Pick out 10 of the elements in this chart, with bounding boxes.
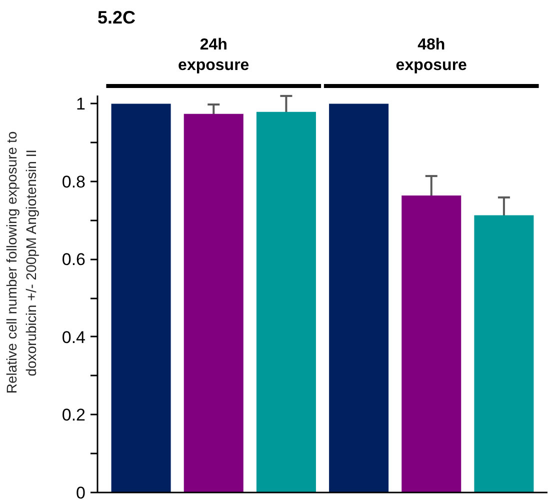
y-tick-label: 0.8 — [62, 172, 86, 192]
chart-title: 5.2C — [98, 8, 136, 28]
y-tick-label: 0.2 — [62, 406, 86, 425]
y-tick-label: 0 — [76, 484, 86, 500]
y-axis-title: Relative cell number following exposure to doxorubicin +/- 200pM Angiotensin II — [4, 131, 39, 394]
y-tick-label: 0.6 — [62, 250, 86, 270]
y-tick-label: 0.4 — [62, 328, 86, 347]
text: 24h exposure — [178, 36, 250, 74]
text: 48h exposure — [396, 36, 468, 74]
y-tick-label: 1 — [76, 94, 86, 114]
